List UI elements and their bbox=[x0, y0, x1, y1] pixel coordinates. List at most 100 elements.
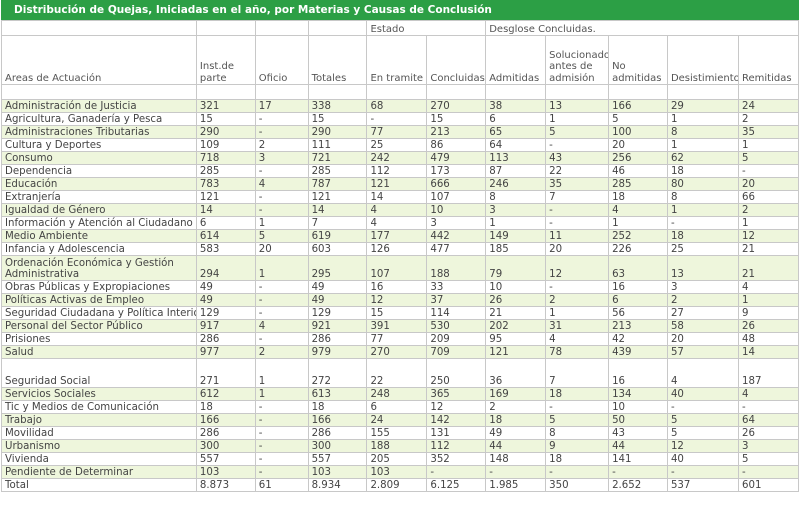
value-cell: 300 bbox=[195, 439, 256, 453]
value-cell: 6 bbox=[366, 400, 428, 414]
table-row: Vivienda 557-557 205 352 148 18 141 40 5 bbox=[1, 452, 799, 466]
value-cell: - bbox=[666, 400, 740, 414]
value-cell: 557 bbox=[307, 452, 368, 466]
table-row: Infancia y Adolescencia 583 20 603 126 477 185… bbox=[1, 242, 799, 256]
value-cell: 4 bbox=[254, 319, 309, 333]
value-cell: 173 bbox=[426, 164, 487, 178]
value-cell: 49 bbox=[195, 293, 256, 307]
value-cell: 6 bbox=[608, 293, 668, 307]
value-cell: - bbox=[254, 465, 309, 479]
value-cell: 16 bbox=[608, 358, 668, 388]
value-cell: - bbox=[545, 216, 610, 230]
value-cell: 5 bbox=[738, 452, 799, 466]
table-row: Tic y Medios de Comunicación 18-18 6 12 2-10… bbox=[1, 400, 799, 414]
value-cell: 8.873 bbox=[195, 478, 256, 492]
table-row: Salud 977 2 979 270 709 121 78 439 57 14 bbox=[1, 345, 799, 359]
value-cell: 272 bbox=[307, 358, 368, 388]
value-cell: - bbox=[254, 164, 309, 178]
value-cell: 8 bbox=[545, 426, 610, 440]
value-cell: 10 bbox=[426, 203, 487, 217]
value-cell: 121 bbox=[366, 177, 428, 191]
table-row: Urbanismo 300-300 188 112 44 9 44 12 3 bbox=[1, 439, 799, 453]
value-cell: 8 bbox=[666, 190, 740, 204]
value-cell: 286 bbox=[195, 426, 256, 440]
value-cell: 209 bbox=[426, 332, 487, 346]
value-cell: 557 bbox=[195, 452, 256, 466]
value-cell: 286 bbox=[195, 332, 256, 346]
value-cell: 614 bbox=[195, 229, 256, 243]
column-header-row: Areas de Actuación Inst.de parte Oficio … bbox=[1, 35, 799, 85]
value-cell: 8.934 bbox=[307, 478, 368, 492]
value-cell: 46 bbox=[608, 164, 668, 178]
value-cell: 20 bbox=[666, 332, 740, 346]
value-cell: 131 bbox=[426, 426, 487, 440]
value-cell: 248 bbox=[366, 387, 428, 401]
table-row: Seguridad Ciudadana y Política Interior 1… bbox=[1, 306, 799, 320]
value-cell: 530 bbox=[426, 319, 487, 333]
value-cell: 111 bbox=[307, 138, 368, 152]
value-cell: 27 bbox=[666, 306, 740, 320]
table-title: Distribución de Quejas, Iniciadas en el … bbox=[1, 0, 799, 20]
value-cell: 1 bbox=[666, 203, 740, 217]
value-cell: 33 bbox=[426, 280, 487, 294]
value-cell: 290 bbox=[307, 125, 368, 139]
value-cell: 15 bbox=[366, 306, 428, 320]
value-cell: 9 bbox=[738, 306, 799, 320]
value-cell: 17 bbox=[254, 99, 309, 113]
value-cell: 185 bbox=[485, 242, 547, 256]
value-cell: 252 bbox=[608, 229, 668, 243]
area-cell: Cultura y Deportes bbox=[1, 138, 197, 152]
value-cell: 169 bbox=[485, 387, 547, 401]
value-cell: 2 bbox=[666, 293, 740, 307]
value-cell: 721 bbox=[307, 151, 368, 165]
value-cell: 187 bbox=[738, 358, 799, 388]
value-cell: 286 bbox=[307, 426, 368, 440]
value-cell: 49 bbox=[195, 280, 256, 294]
value-cell: 121 bbox=[307, 190, 368, 204]
value-cell: 142 bbox=[426, 413, 487, 427]
value-cell: 36 bbox=[485, 358, 547, 388]
value-cell: 48 bbox=[738, 332, 799, 346]
value-cell: 5 bbox=[254, 229, 309, 243]
value-cell: 103 bbox=[307, 465, 368, 479]
value-cell: - bbox=[545, 203, 610, 217]
value-cell: 1 bbox=[666, 138, 740, 152]
value-cell: 1 bbox=[545, 112, 610, 126]
table-container: Distribución de Quejas, Iniciadas en el … bbox=[1, 0, 799, 492]
value-cell: 4 bbox=[738, 387, 799, 401]
value-cell: 112 bbox=[426, 439, 487, 453]
area-cell: Medio Ambiente bbox=[1, 229, 197, 243]
value-cell: - bbox=[666, 216, 740, 230]
value-cell: 103 bbox=[195, 465, 256, 479]
value-cell: 1 bbox=[738, 293, 799, 307]
area-cell: Infancia y Adolescencia bbox=[1, 242, 197, 256]
value-cell: - bbox=[545, 280, 610, 294]
value-cell: 338 bbox=[307, 99, 368, 113]
value-cell: - bbox=[608, 465, 668, 479]
value-cell: - bbox=[254, 306, 309, 320]
col-header: Remitidas bbox=[738, 35, 799, 85]
value-cell: 18 bbox=[608, 190, 668, 204]
value-cell: 3 bbox=[426, 216, 487, 230]
table-row: Seguridad Social 271 1 272 22 250 36 7 16 4 187 bbox=[1, 358, 799, 388]
value-cell: 14 bbox=[307, 203, 368, 217]
value-cell: 583 bbox=[195, 242, 256, 256]
value-cell: 166 bbox=[307, 413, 368, 427]
value-cell: 205 bbox=[366, 452, 428, 466]
value-cell: 26 bbox=[738, 319, 799, 333]
area-cell: Vivienda bbox=[1, 452, 197, 466]
value-cell: 612 bbox=[195, 387, 256, 401]
area-cell: Ordenación Económica y Gestión Administr… bbox=[1, 255, 197, 281]
col-header: Oficio bbox=[254, 35, 309, 85]
value-cell: - bbox=[254, 413, 309, 427]
value-cell: 87 bbox=[485, 164, 547, 178]
value-cell: 271 bbox=[195, 358, 256, 388]
value-cell: 4 bbox=[254, 177, 309, 191]
value-cell: 15 bbox=[426, 112, 487, 126]
value-cell: 14 bbox=[738, 345, 799, 359]
value-cell: 100 bbox=[608, 125, 668, 139]
value-cell: 18 bbox=[666, 164, 740, 178]
value-cell: 226 bbox=[608, 242, 668, 256]
value-cell: - bbox=[254, 332, 309, 346]
value-cell: 188 bbox=[426, 255, 487, 281]
